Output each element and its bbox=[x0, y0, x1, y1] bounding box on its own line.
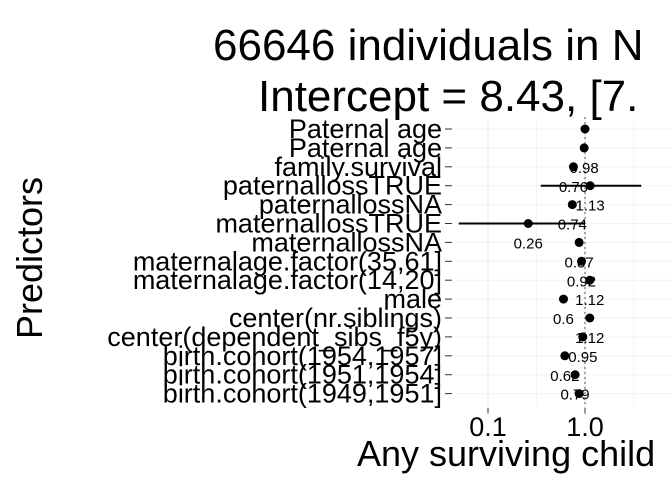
y-tick-label: maternallossTRUE bbox=[215, 209, 442, 239]
estimate-label: 0.95 bbox=[568, 349, 597, 366]
chart-title-line-2: Intercept = 8.43, [7. bbox=[258, 72, 638, 121]
estimate-label: 0.76 bbox=[559, 179, 588, 196]
estimate-point bbox=[580, 124, 590, 134]
y-tick-label: maternallossNA bbox=[251, 227, 442, 257]
point-layer bbox=[523, 124, 595, 399]
y-tick-label: Paternal age bbox=[289, 114, 442, 144]
estimate-point bbox=[570, 370, 580, 380]
x-tick-label: 0.1 bbox=[469, 412, 507, 442]
estimate-point bbox=[568, 162, 578, 172]
data-label-layer: 0.98 0.76 1.13 0.74 0.26 0.87 0.92 1.120.61.12 0… bbox=[514, 160, 605, 404]
y-tick-label: birth.cohort(1951,1954] bbox=[163, 360, 442, 390]
chart-title-line-1: 66646 individuals in N bbox=[213, 21, 644, 70]
estimate-point bbox=[560, 351, 570, 361]
y-tick-label: center(nr.siblings) bbox=[229, 303, 442, 333]
y-tick-label: maternalage.factor(35,61] bbox=[133, 246, 442, 276]
estimate-point bbox=[558, 294, 568, 304]
estimate-label: 0.87 bbox=[565, 254, 594, 271]
estimate-point bbox=[585, 313, 595, 323]
y-tick-label: family.survival bbox=[274, 152, 442, 182]
y-tick-label: paternallossTRUE bbox=[223, 171, 442, 201]
y-axis-title: Predictors bbox=[9, 177, 50, 339]
estimate-label: 0.74 bbox=[558, 217, 587, 234]
y-tick-label: birth.cohort(1949,1951] bbox=[163, 379, 442, 409]
estimate-label: 0.92 bbox=[567, 273, 596, 290]
estimate-label: 1.13 bbox=[576, 198, 605, 215]
x-tick-layer: 0.1 1.0 bbox=[469, 407, 604, 442]
estimate-point bbox=[574, 389, 584, 399]
y-tick-label: male bbox=[383, 284, 442, 314]
estimate-label: 0.98 bbox=[570, 160, 599, 177]
estimate-label: 0.79 bbox=[560, 387, 589, 404]
estimate-point bbox=[578, 332, 588, 342]
estimate-point bbox=[576, 256, 586, 266]
x-tick-label: 1.0 bbox=[566, 412, 604, 442]
estimate-label: 1.12 bbox=[575, 330, 604, 347]
estimate-label: 0.62 bbox=[550, 368, 579, 385]
x-axis-title: Any surviving child bbox=[357, 433, 655, 474]
estimate-label: 0.6 bbox=[553, 311, 574, 328]
estimate-point bbox=[579, 143, 589, 153]
estimate-point bbox=[585, 275, 595, 285]
y-tick-label: maternalage.factor(14,20] bbox=[133, 265, 442, 295]
estimate-label: 1.12 bbox=[575, 292, 604, 309]
estimate-point bbox=[567, 200, 577, 210]
estimate-point bbox=[585, 181, 595, 191]
estimate-point bbox=[523, 219, 533, 228]
estimate-point bbox=[574, 237, 584, 247]
y-tick-label: birth.cohort(1954,1957] bbox=[163, 341, 442, 371]
y-tick-label: paternallossNA bbox=[259, 190, 442, 220]
y-tick-label: center(dependent_sibs_f5y) bbox=[107, 322, 442, 352]
estimate-label: 0.26 bbox=[514, 236, 543, 253]
y-tick-label: Paternal age bbox=[289, 133, 442, 163]
